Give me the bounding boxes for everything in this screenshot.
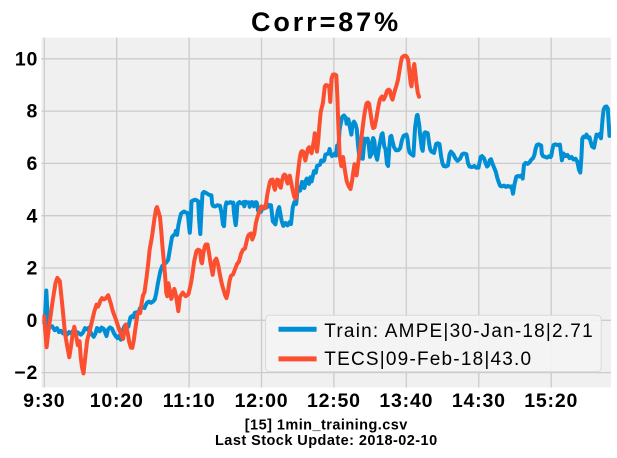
svg-text:TECS|09-Feb-18|43.0: TECS|09-Feb-18|43.0 — [324, 349, 532, 370]
svg-text:[15] 1min_training.csv: [15] 1min_training.csv — [245, 418, 408, 434]
svg-text:Corr=87%: Corr=87% — [251, 7, 401, 37]
svg-text:Last Stock Update: 2018-02-10: Last Stock Update: 2018-02-10 — [215, 433, 438, 449]
svg-text:9:30: 9:30 — [23, 390, 65, 412]
svg-text:13:40: 13:40 — [379, 390, 433, 412]
svg-text:11:10: 11:10 — [163, 390, 216, 412]
svg-text:12:00: 12:00 — [235, 390, 289, 412]
svg-text:8: 8 — [27, 101, 39, 123]
svg-text:6: 6 — [27, 153, 39, 175]
svg-text:−2: −2 — [14, 362, 38, 384]
svg-text:14:30: 14:30 — [452, 390, 506, 412]
svg-text:10: 10 — [15, 48, 38, 70]
svg-text:2: 2 — [27, 258, 39, 280]
svg-text:0: 0 — [27, 310, 39, 332]
svg-text:4: 4 — [27, 205, 39, 227]
svg-text:12:50: 12:50 — [307, 390, 361, 412]
svg-text:10:20: 10:20 — [90, 390, 144, 412]
svg-text:Train: AMPE|30-Jan-18|2.71: Train: AMPE|30-Jan-18|2.71 — [324, 321, 594, 342]
svg-text:15:20: 15:20 — [524, 390, 578, 412]
